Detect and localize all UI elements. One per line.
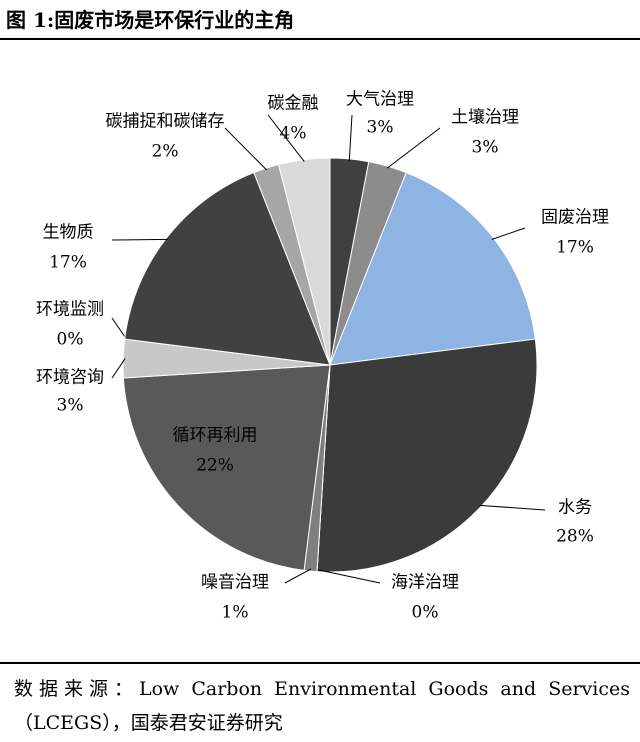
value-label: 4% bbox=[280, 124, 307, 144]
leader-line bbox=[491, 227, 526, 240]
pie-slice bbox=[316, 338, 538, 573]
slice-label: 生物质 bbox=[43, 223, 94, 243]
value-label: 3% bbox=[472, 138, 499, 158]
divider bbox=[0, 38, 640, 40]
leader-line bbox=[284, 568, 311, 584]
value-label: 17% bbox=[556, 238, 594, 258]
slice-label: 海洋治理 bbox=[391, 573, 459, 593]
pie-slice bbox=[124, 171, 331, 366]
chart: 大气治理 3% 土壤治理 3% 固废治理 17% 水务 28% 海洋治理 0% 噪音治理 1% 循环再利… bbox=[36, 90, 609, 623]
slice-label: 环境监测 bbox=[36, 300, 104, 320]
slice-label: 大气治理 bbox=[346, 90, 414, 110]
slice-label: 碳金融 bbox=[268, 94, 319, 114]
divider bbox=[0, 662, 640, 664]
value-label: 1% bbox=[222, 603, 249, 623]
slice-label: 环境咨询 bbox=[36, 368, 104, 388]
value-label: 3% bbox=[57, 396, 84, 416]
chart-title: 图 1:固废市场是环保行业的主角 bbox=[6, 8, 295, 32]
value-label: 17% bbox=[49, 253, 87, 273]
leader-line bbox=[111, 317, 128, 340]
value-label: 2% bbox=[152, 142, 179, 162]
value-label: 3% bbox=[367, 118, 394, 138]
leader-line bbox=[348, 114, 353, 161]
leader-line bbox=[224, 127, 268, 171]
source-note: 数据来源：Low Carbon Environmental Goods and … bbox=[14, 678, 630, 734]
leader-line bbox=[317, 569, 381, 584]
value-label: 28% bbox=[556, 527, 594, 547]
leader-line bbox=[111, 358, 126, 379]
leader-line bbox=[111, 238, 169, 241]
leader-line bbox=[267, 114, 305, 162]
leader-line bbox=[479, 504, 546, 511]
slice-label: 固废治理 bbox=[541, 208, 609, 228]
value-label: 22% bbox=[196, 456, 234, 476]
slice-label: 碳捕捉和碳储存 bbox=[106, 112, 225, 132]
pie-slice bbox=[277, 157, 331, 366]
value-label: 0% bbox=[412, 603, 439, 623]
pie-slice bbox=[122, 364, 331, 571]
pie-slice bbox=[329, 171, 536, 366]
slice-label: 土壤治理 bbox=[451, 107, 519, 128]
leader-line bbox=[386, 127, 441, 169]
value-label: 0% bbox=[57, 330, 84, 350]
slice-label: 水务 bbox=[558, 498, 592, 518]
slice-label: 循环再利用 bbox=[173, 426, 258, 446]
slice-label: 噪音治理 bbox=[201, 573, 269, 593]
